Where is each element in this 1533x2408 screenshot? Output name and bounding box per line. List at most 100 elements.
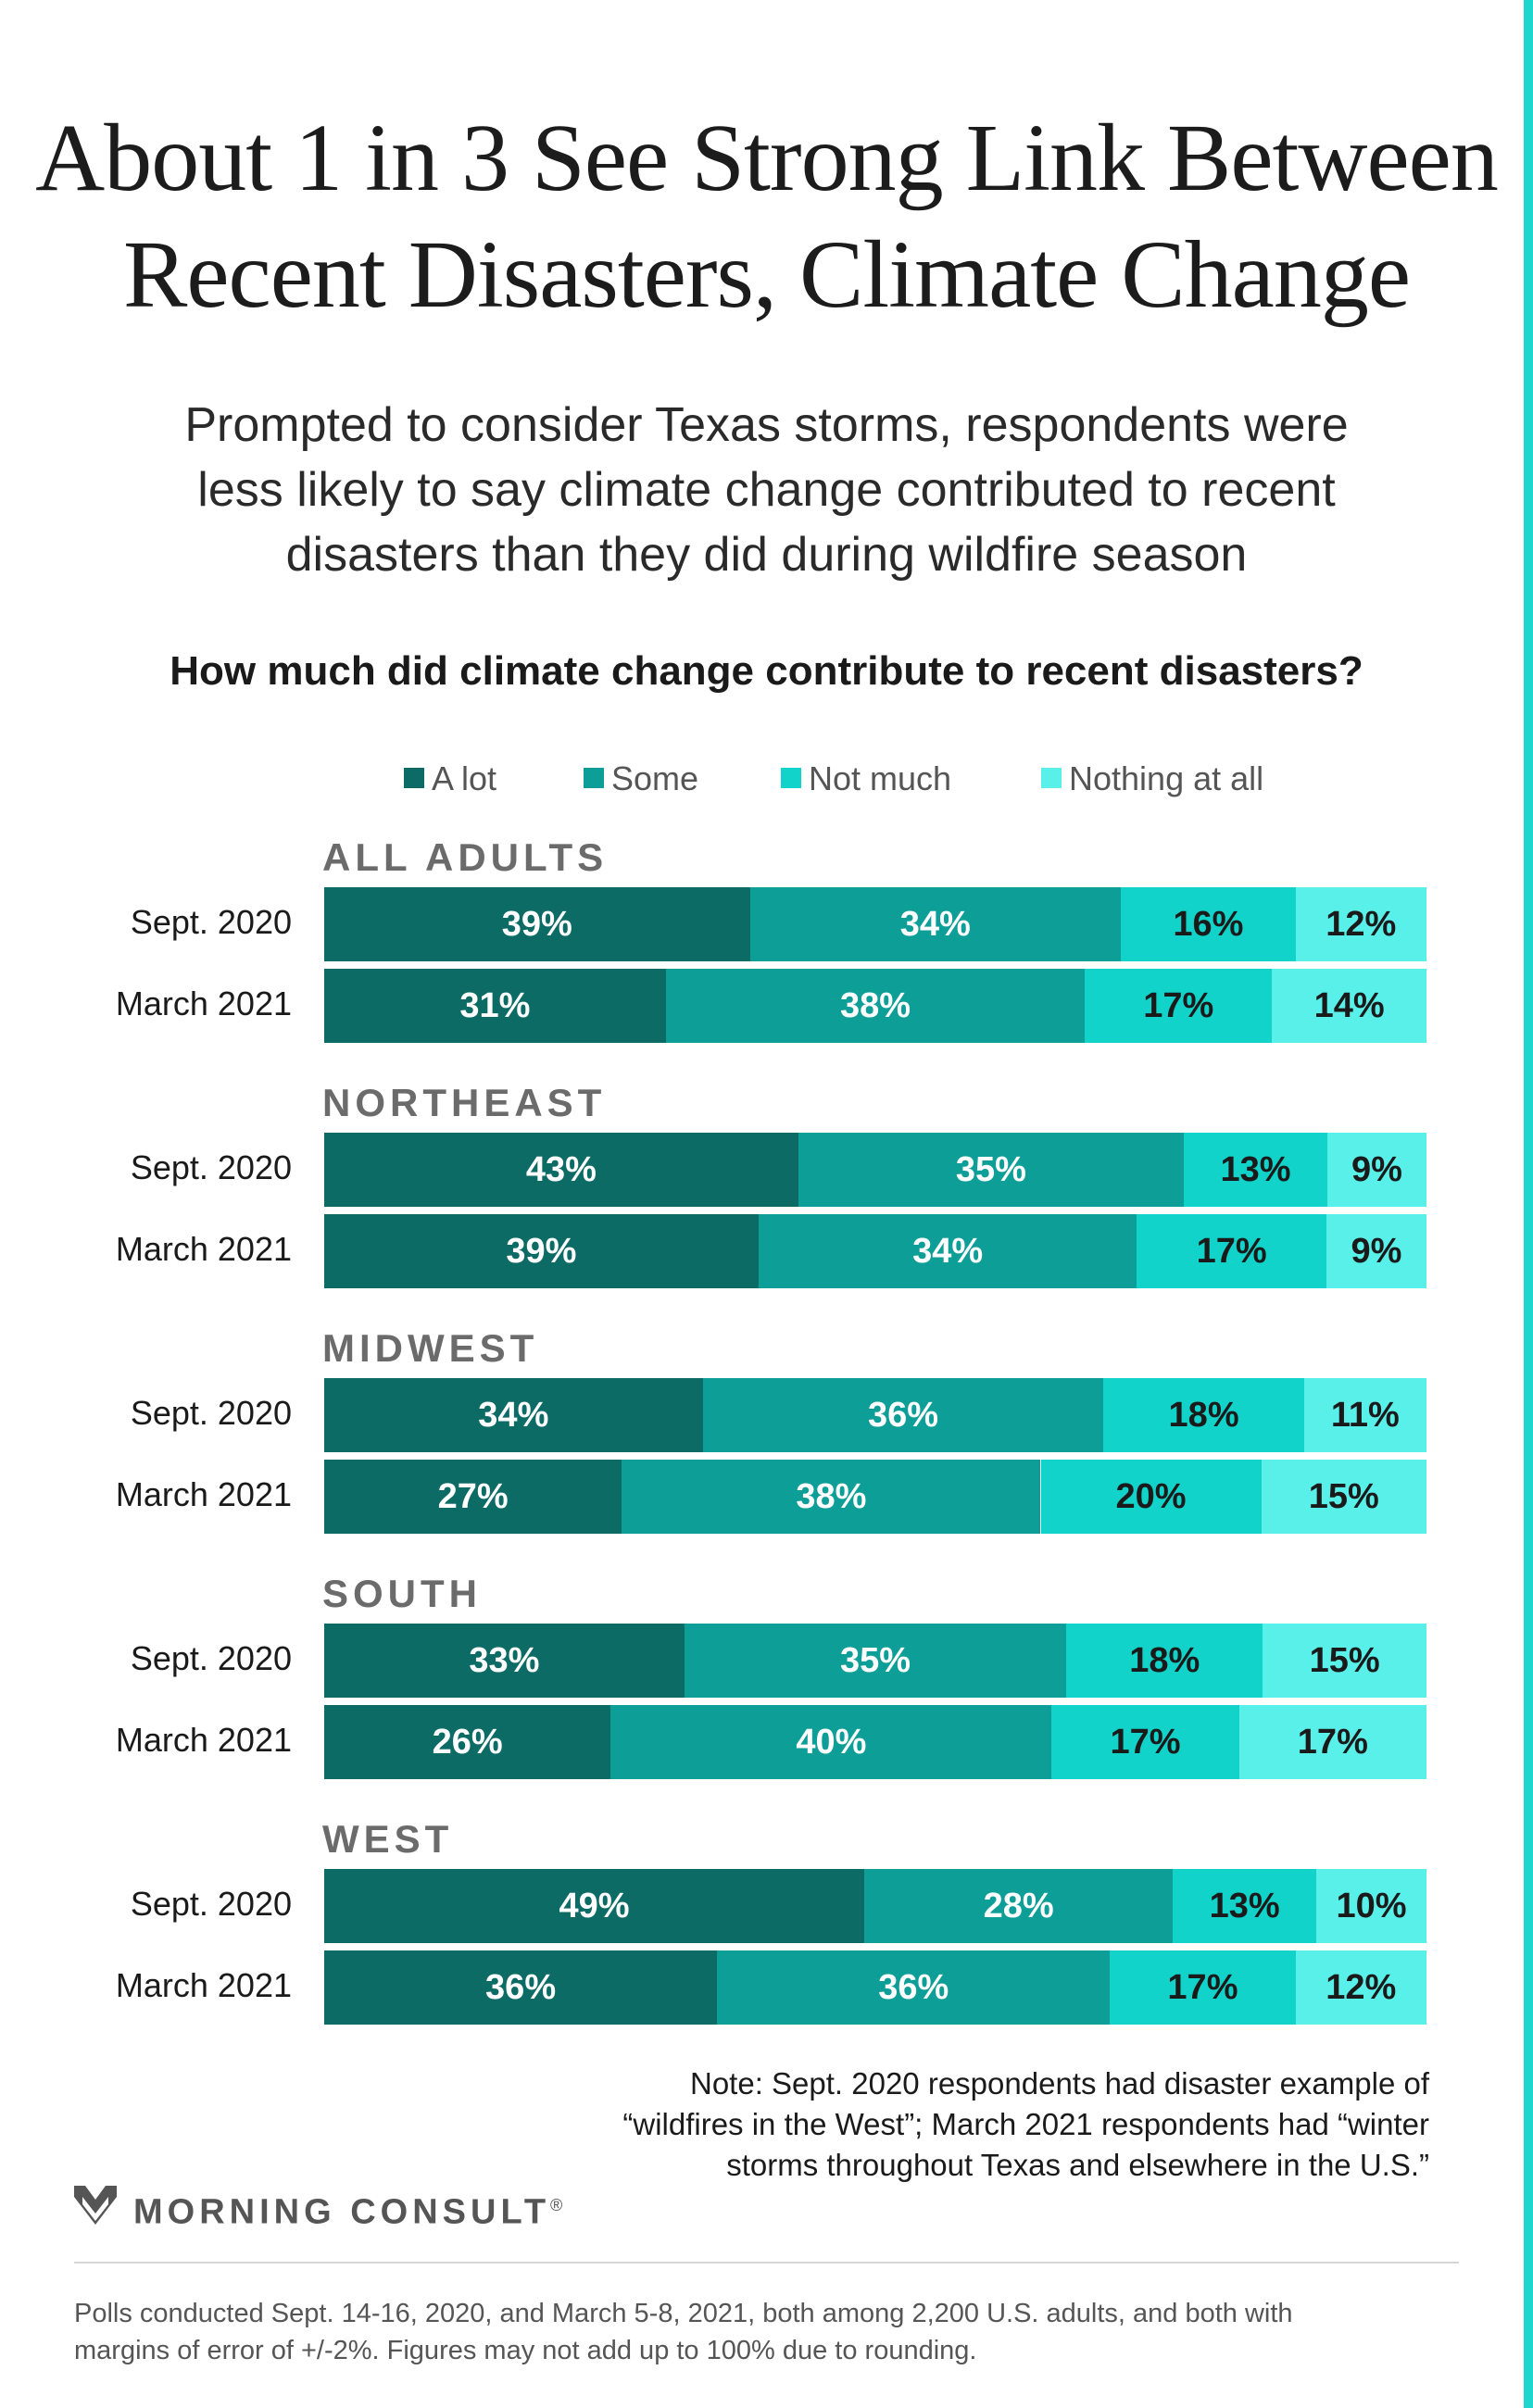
row-label: Sept. 2020 bbox=[130, 1639, 292, 1677]
bar-segment-not-much: 18% bbox=[1066, 1624, 1263, 1698]
row-label: Sept. 2020 bbox=[130, 903, 292, 941]
bar-segment-a-lot: 39% bbox=[324, 1214, 759, 1288]
data-label: 33% bbox=[469, 1640, 540, 1680]
data-label: 36% bbox=[878, 1967, 949, 2007]
data-label: 14% bbox=[1313, 985, 1385, 1025]
data-label: 9% bbox=[1351, 1149, 1402, 1189]
bar-segment-nothing-at-all: 10% bbox=[1316, 1869, 1426, 1943]
row-label: Sept. 2020 bbox=[130, 1148, 292, 1186]
data-label: 17% bbox=[1297, 1722, 1368, 1762]
bar-segment-some: 35% bbox=[798, 1133, 1185, 1207]
stacked-bar: 34% 36% 18% 11% bbox=[324, 1378, 1426, 1452]
bar-segment-some: 28% bbox=[864, 1869, 1174, 1943]
data-label: 27% bbox=[437, 1476, 509, 1516]
survey-question: How much did climate change contribute t… bbox=[170, 648, 1363, 694]
data-label: 12% bbox=[1326, 904, 1397, 944]
bar-segment-not-much: 17% bbox=[1137, 1214, 1326, 1288]
registered-mark: ® bbox=[550, 2196, 563, 2214]
data-label: 35% bbox=[955, 1149, 1026, 1189]
legend-swatch-not-much bbox=[781, 768, 801, 789]
note-line-2: “wildfires in the West”; March 2021 resp… bbox=[622, 2107, 1429, 2141]
data-label: 10% bbox=[1336, 1886, 1407, 1925]
row-label: March 2021 bbox=[115, 985, 292, 1022]
data-label: 39% bbox=[506, 1231, 577, 1271]
legend-swatch-some bbox=[584, 768, 604, 789]
bar-segment-some: 36% bbox=[717, 1950, 1111, 2025]
chart-title: About 1 in 3 See Strong Link Between Rec… bbox=[0, 100, 1533, 333]
footer-divider bbox=[74, 2262, 1459, 2264]
legend-swatch-nothing-at-all bbox=[1041, 768, 1062, 789]
bar-segment-nothing-at-all: 9% bbox=[1326, 1133, 1426, 1207]
stacked-bar: 33% 35% 18% 15% bbox=[324, 1624, 1426, 1698]
data-label: 17% bbox=[1167, 1967, 1238, 2007]
bar-segment-not-much: 13% bbox=[1184, 1133, 1327, 1207]
data-label: 34% bbox=[899, 904, 971, 944]
bar-segment-nothing-at-all: 12% bbox=[1295, 887, 1426, 961]
title-line-1: About 1 in 3 See Strong Link Between bbox=[35, 105, 1499, 211]
legend: A lot Some Not much Nothing at all bbox=[0, 756, 1533, 802]
stacked-bar: 27% 38% 20% 15% bbox=[324, 1460, 1426, 1534]
bar-segment-not-much: 16% bbox=[1121, 887, 1296, 961]
brand-name-text: MORNING CONSULT bbox=[133, 2192, 551, 2232]
data-label: 15% bbox=[1308, 1476, 1379, 1516]
data-label: 34% bbox=[478, 1395, 549, 1435]
row-label: Sept. 2020 bbox=[130, 1394, 292, 1432]
row-label: March 2021 bbox=[115, 1721, 292, 1759]
row-label: March 2021 bbox=[115, 1966, 292, 2004]
data-label: 17% bbox=[1143, 985, 1214, 1025]
data-label: 28% bbox=[983, 1886, 1054, 1925]
group-label-midwest: MIDWEST bbox=[322, 1326, 539, 1370]
data-label: 40% bbox=[796, 1722, 867, 1762]
bar-segment-nothing-at-all: 15% bbox=[1263, 1624, 1426, 1698]
bar-segment-a-lot: 49% bbox=[324, 1869, 865, 1943]
stacked-bar: 36% 36% 17% 12% bbox=[324, 1950, 1426, 2025]
bar-segment-nothing-at-all: 12% bbox=[1295, 1950, 1426, 2025]
legend-item-some: Some bbox=[584, 756, 698, 802]
data-label: 17% bbox=[1196, 1231, 1267, 1271]
bar-segment-not-much: 17% bbox=[1051, 1705, 1239, 1779]
morning-consult-logo-icon bbox=[74, 2186, 117, 2225]
brand-name: MORNING CONSULT® bbox=[133, 2182, 562, 2236]
bar-segment-nothing-at-all: 9% bbox=[1326, 1214, 1426, 1288]
footer-line-1: Polls conducted Sept. 14-16, 2020, and M… bbox=[74, 2299, 1293, 2328]
bar-segment-a-lot: 43% bbox=[324, 1133, 798, 1207]
row-label: March 2021 bbox=[115, 1230, 292, 1268]
stacked-bar: 49% 28% 13% 10% bbox=[324, 1869, 1426, 1943]
stacked-bar: 26% 40% 17% 17% bbox=[324, 1705, 1426, 1779]
note-line-3: storms throughout Texas and elsewhere in… bbox=[726, 2148, 1429, 2182]
data-label: 13% bbox=[1220, 1149, 1291, 1189]
footer-line-2: margins of error of +/-2%. Figures may n… bbox=[74, 2336, 977, 2365]
row-label: March 2021 bbox=[115, 1475, 292, 1513]
data-label: 38% bbox=[796, 1476, 867, 1516]
legend-item-not-much: Not much bbox=[781, 756, 951, 802]
data-label: 35% bbox=[839, 1640, 911, 1680]
legend-swatch-a-lot bbox=[404, 768, 424, 789]
data-label: 16% bbox=[1173, 904, 1244, 944]
bar-segment-a-lot: 27% bbox=[324, 1460, 622, 1534]
bar-segment-nothing-at-all: 11% bbox=[1303, 1378, 1426, 1452]
bar-segment-some: 34% bbox=[758, 1214, 1137, 1288]
legend-item-nothing-at-all: Nothing at all bbox=[1041, 756, 1263, 802]
legend-label-some: Some bbox=[611, 759, 699, 797]
bar-segment-nothing-at-all: 17% bbox=[1238, 1705, 1426, 1779]
stacked-bar: 31% 38% 17% 14% bbox=[324, 969, 1426, 1043]
bar-segment-not-much: 20% bbox=[1040, 1460, 1262, 1534]
data-label: 39% bbox=[501, 904, 572, 944]
methodology-footer: Polls conducted Sept. 14-16, 2020, and M… bbox=[74, 2295, 1464, 2369]
bar-segment-a-lot: 31% bbox=[324, 969, 666, 1043]
legend-item-a-lot: A lot bbox=[404, 756, 496, 802]
bar-segment-some: 36% bbox=[702, 1378, 1104, 1452]
data-label: 18% bbox=[1168, 1395, 1239, 1435]
subtitle-line-3: disasters than they did during wildfire … bbox=[285, 528, 1248, 582]
data-label: 36% bbox=[868, 1395, 939, 1435]
edge-stripe bbox=[1524, 0, 1533, 2408]
legend-label-a-lot: A lot bbox=[432, 759, 497, 797]
bar-segment-a-lot: 26% bbox=[324, 1705, 611, 1779]
data-label: 38% bbox=[839, 985, 911, 1025]
title-line-2: Recent Disasters, Climate Change bbox=[123, 221, 1411, 328]
bar-segment-some: 38% bbox=[622, 1460, 1041, 1534]
bar-segment-some: 35% bbox=[684, 1624, 1067, 1698]
data-label: 36% bbox=[485, 1967, 557, 2007]
group-label-all-adults: ALL ADULTS bbox=[322, 835, 609, 879]
data-label: 18% bbox=[1129, 1640, 1200, 1680]
